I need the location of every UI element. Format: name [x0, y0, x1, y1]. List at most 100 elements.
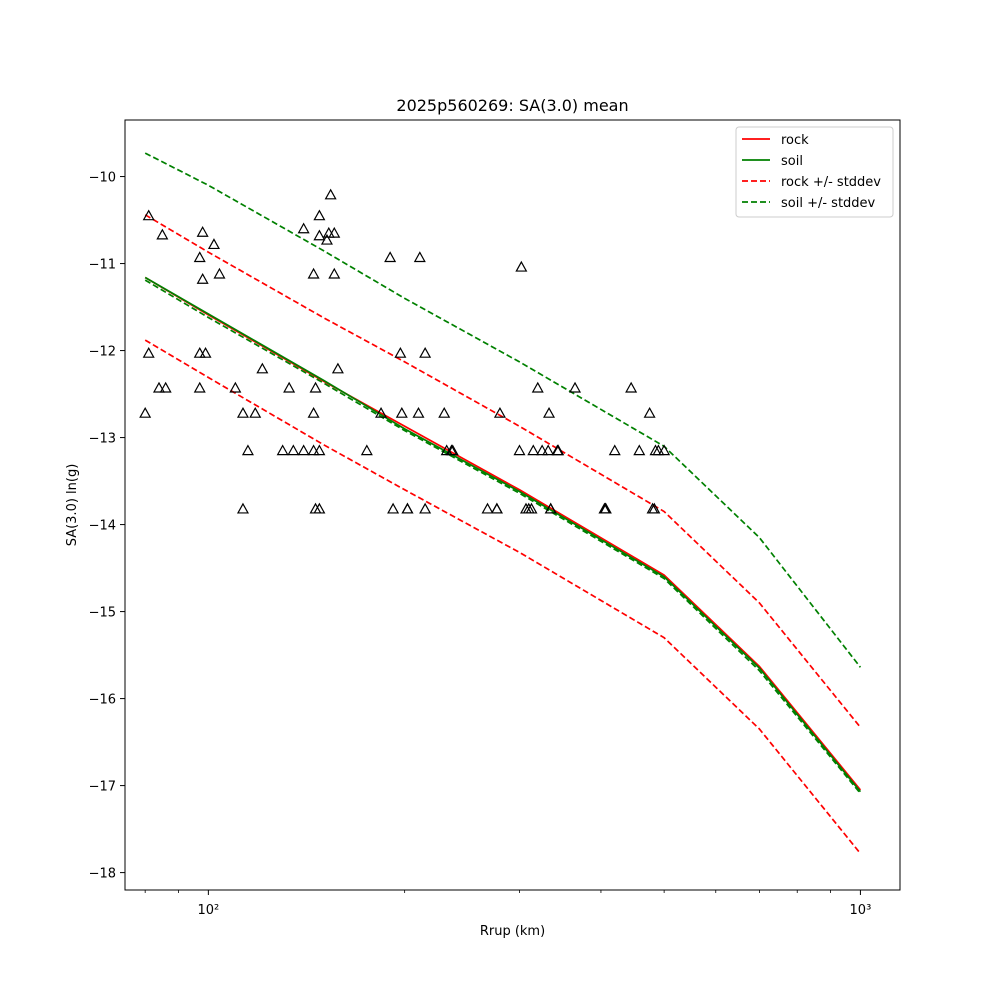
observation-triangle [213, 267, 226, 279]
observation-triangle [139, 406, 152, 418]
observation-triangle [401, 502, 414, 514]
observation-triangle [236, 406, 249, 418]
observation-triangle [481, 502, 494, 514]
observation-triangle [419, 346, 432, 358]
x-tick-label: 10² [197, 903, 219, 918]
observation-points [139, 188, 671, 514]
observation-triangle [156, 228, 169, 240]
observation-triangle [313, 444, 326, 456]
observation-triangle [419, 502, 432, 514]
observation-triangle [236, 502, 249, 514]
observation-triangle [633, 444, 646, 456]
observation-triangle [413, 251, 426, 263]
observation-triangle [599, 502, 612, 514]
observation-triangle [643, 406, 656, 418]
observation-triangle [652, 444, 665, 456]
observation-triangle [241, 444, 254, 456]
y-tick-label: −10 [89, 171, 116, 186]
observation-triangle [536, 444, 549, 456]
observation-triangle [287, 444, 300, 456]
y-tick-label: −11 [89, 258, 116, 273]
series-line-2-1 [144, 339, 862, 855]
y-tick-label: −16 [89, 693, 116, 708]
observation-triangle [313, 229, 326, 241]
observation-triangle [648, 502, 661, 514]
observation-triangle [331, 362, 344, 374]
y-axis-label: SA(3.0) ln(g) [65, 464, 80, 547]
observation-triangle [401, 502, 414, 514]
observation-triangle [196, 272, 209, 284]
observation-triangle [542, 444, 555, 456]
observation-triangle [328, 226, 341, 238]
observation-triangle [229, 381, 242, 393]
y-tick-label: −18 [89, 867, 116, 882]
observation-triangle [515, 260, 528, 272]
axes: −10 −11 −12 −13 −14 −15 −16 −17 −18 10² 10³ [89, 119, 901, 918]
observation-triangle [384, 251, 397, 263]
plot-area [139, 152, 862, 855]
observation-triangle [283, 381, 296, 393]
legend-label: soil +/- stddev [781, 196, 876, 211]
y-tick-label: −15 [89, 606, 116, 621]
observation-triangle [490, 502, 503, 514]
x-tick-label: 10³ [850, 903, 872, 918]
observation-triangle [307, 267, 320, 279]
observation-triangle [387, 502, 400, 514]
y-tick-label: −13 [89, 432, 116, 447]
legend-label: rock [781, 133, 809, 148]
observation-triangle [199, 346, 212, 358]
observation-triangle [313, 502, 326, 514]
observation-triangle [544, 502, 557, 514]
legend-box [735, 126, 894, 218]
observation-triangle [142, 346, 155, 358]
observation-triangle [360, 444, 373, 456]
observation-triangle [608, 444, 621, 456]
observation-triangle [193, 251, 206, 263]
y-tick-label: −17 [89, 780, 116, 795]
observation-triangle [438, 406, 451, 418]
observation-triangle [527, 444, 540, 456]
series-line-3-0 [144, 152, 862, 668]
observation-triangle [646, 502, 659, 514]
observation-triangle [307, 406, 320, 418]
observation-triangle [193, 346, 206, 358]
chart-title: 2025p560269: SA(3.0) mean [396, 96, 628, 115]
observation-triangle [297, 444, 310, 456]
series-line-2-0 [144, 214, 862, 728]
observation-triangle [394, 346, 407, 358]
series-line-0-0 [144, 276, 862, 791]
legend-label: rock +/- stddev [781, 175, 881, 190]
observation-triangle [552, 444, 565, 456]
plot-frame [124, 119, 901, 891]
observation-triangle [159, 381, 172, 393]
observation-triangle [525, 502, 538, 514]
observation-triangle [446, 444, 459, 456]
observation-triangle [625, 381, 638, 393]
series-line-1-0 [144, 276, 862, 793]
observation-triangle [309, 381, 322, 393]
series-line-3-1 [144, 279, 862, 794]
observation-triangle [196, 226, 209, 237]
observation-triangle [328, 267, 341, 279]
observation-triangle [313, 209, 326, 221]
observation-triangle [207, 238, 220, 250]
observation-triangle [297, 222, 310, 234]
observation-triangle [531, 381, 544, 393]
series-lines [144, 152, 862, 855]
legend: rock soil rock +/- stddev soil +/- stddev [735, 126, 894, 218]
observation-triangle [490, 502, 503, 514]
observation-triangle [543, 406, 556, 418]
observation-triangle [412, 406, 425, 418]
observation-triangle [568, 381, 582, 393]
observation-triangle [142, 209, 155, 221]
observation-triangle [193, 381, 206, 393]
y-tick-label: −12 [89, 345, 116, 360]
observation-triangle [276, 444, 289, 456]
observation-triangle [395, 406, 408, 418]
x-axis-label: Rrup (km) [480, 924, 545, 939]
observation-triangle [324, 188, 337, 200]
y-tick-label: −14 [89, 519, 116, 534]
observation-triangle [152, 381, 166, 393]
observation-triangle [375, 406, 388, 418]
